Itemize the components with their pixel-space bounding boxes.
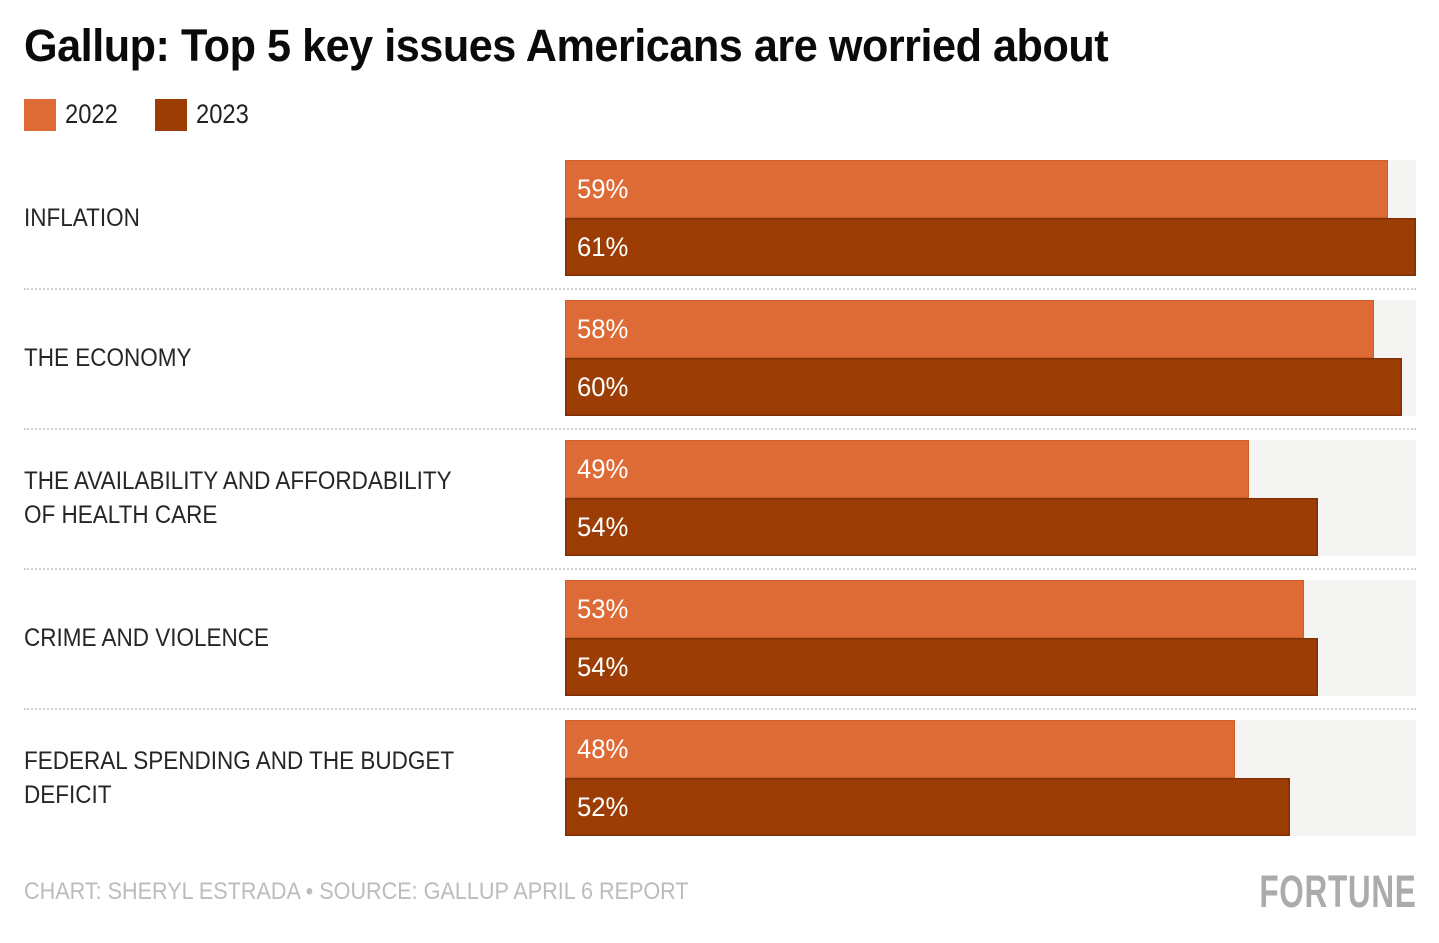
bar-track-2023: 52%	[565, 778, 1416, 836]
chart-title: Gallup: Top 5 key issues Americans are w…	[24, 20, 1109, 71]
category-label: INFLATION	[24, 160, 565, 276]
bar-track-2022: 53%	[565, 580, 1416, 638]
bar-track-2022: 58%	[565, 300, 1416, 358]
bar-2022: 58%	[565, 300, 1375, 358]
bar-value-label: 54%	[577, 651, 629, 682]
legend-item-2023: 2023	[155, 98, 256, 131]
category-label-text: THE ECONOMY	[24, 344, 192, 372]
legend-label: 2023	[196, 99, 249, 129]
legend: 2022 2023	[24, 98, 1416, 131]
bar-2023: 54%	[565, 638, 1319, 696]
bar-track-2023: 60%	[565, 358, 1416, 416]
bar-track-2022: 49%	[565, 440, 1416, 498]
bar-group: 53% 54%	[565, 580, 1416, 696]
category-label-text: CRIME AND VIOLENCE	[24, 624, 270, 652]
bar-2023: 60%	[565, 358, 1403, 416]
category-label-text: FEDERAL SPENDING AND THE BUDGET DEFICIT	[24, 747, 454, 809]
legend-label: 2022	[65, 99, 118, 129]
bar-track-2022: 59%	[565, 160, 1416, 218]
bar-value-label: 53%	[577, 593, 629, 624]
bar-track-2023: 54%	[565, 638, 1416, 696]
bar-2023: 54%	[565, 498, 1319, 556]
chart-row: FEDERAL SPENDING AND THE BUDGET DEFICIT 4…	[24, 720, 1416, 836]
category-label-text: INFLATION	[24, 204, 140, 232]
credits-text: CHART: SHERYL ESTRADA • SOURCE: GALLUP A…	[24, 878, 689, 905]
bar-track-2023: 54%	[565, 498, 1416, 556]
bar-track-2022: 48%	[565, 720, 1416, 778]
bar-group: 49% 54%	[565, 440, 1416, 556]
bar-group: 59% 61%	[565, 160, 1416, 276]
bar-group: 58% 60%	[565, 300, 1416, 416]
bar-2022: 48%	[565, 720, 1235, 778]
fortune-logo: FORTUNE	[1258, 866, 1416, 917]
category-label: THE ECONOMY	[24, 300, 565, 416]
bar-value-label: 60%	[577, 371, 629, 402]
category-label-text: THE AVAILABILITY AND AFFORDABILITY OF HE…	[24, 467, 452, 529]
bar-2022: 53%	[565, 580, 1305, 638]
bar-2022: 59%	[565, 160, 1389, 218]
bar-value-label: 52%	[577, 791, 629, 822]
bar-value-label: 54%	[577, 511, 629, 542]
bar-2023: 61%	[565, 218, 1416, 276]
footer: CHART: SHERYL ESTRADA • SOURCE: GALLUP A…	[24, 866, 1416, 918]
bar-value-label: 49%	[577, 453, 629, 484]
bar-value-label: 61%	[577, 231, 629, 262]
category-label: FEDERAL SPENDING AND THE BUDGET DEFICIT	[24, 720, 565, 836]
legend-item-2022: 2022	[24, 98, 125, 131]
chart-row: THE AVAILABILITY AND AFFORDABILITY OF HE…	[24, 440, 1416, 570]
chart-row: CRIME AND VIOLENCE 53% 54%	[24, 580, 1416, 710]
bar-value-label: 58%	[577, 313, 629, 344]
bar-2022: 49%	[565, 440, 1249, 498]
legend-swatch-2022	[24, 98, 56, 131]
chart-row: INFLATION 59% 61%	[24, 160, 1416, 290]
bar-track-2023: 61%	[565, 218, 1416, 276]
category-label: THE AVAILABILITY AND AFFORDABILITY OF HE…	[24, 440, 565, 556]
bar-value-label: 59%	[577, 173, 629, 204]
chart-body: INFLATION 59% 61% THE ECONOMY 58% 60% THE AVAI…	[24, 160, 1416, 836]
bar-2023: 52%	[565, 778, 1291, 836]
category-label: CRIME AND VIOLENCE	[24, 580, 565, 696]
legend-swatch-2023	[155, 98, 188, 131]
bar-value-label: 48%	[577, 733, 629, 764]
chart-row: THE ECONOMY 58% 60%	[24, 300, 1416, 430]
bar-group: 48% 52%	[565, 720, 1416, 836]
